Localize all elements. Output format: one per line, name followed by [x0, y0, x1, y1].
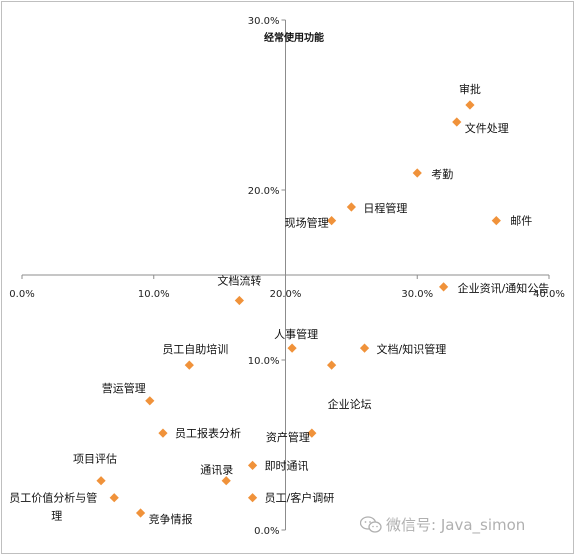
- x-tick-label: 20.0%: [270, 289, 302, 300]
- data-point: [247, 493, 258, 503]
- point-label: 员工价值分析与管理: [9, 491, 97, 523]
- point-label: 文档流转: [217, 274, 261, 288]
- y-tick-label: 30.0%: [248, 16, 280, 27]
- data-point: [327, 216, 337, 226]
- data-point: [287, 343, 297, 353]
- watermark-text: 微信号: Java_simon: [386, 516, 526, 534]
- data-point: [145, 396, 155, 406]
- y-tick-label: 0.0%: [254, 526, 279, 537]
- data-point: [359, 343, 370, 353]
- data-point: [327, 360, 337, 370]
- point-label: 员工/客户调研: [265, 491, 335, 505]
- point-label: 竞争情报: [149, 512, 193, 526]
- watermark: 微信号: Java_simon: [360, 514, 525, 535]
- point-label: 文件处理: [465, 121, 509, 135]
- data-point: [439, 282, 449, 292]
- data-point: [307, 428, 317, 438]
- data-point: [247, 460, 258, 470]
- point-label: 人事管理: [274, 327, 318, 341]
- y-tick-label: 10.0%: [248, 356, 280, 367]
- tick-labels: 0.0% 10.0% 20.0% 30.0% 40.0% 0.0% 10.0% 20.0% 30…: [9, 16, 565, 537]
- point-label: 企业资讯/通知公告: [458, 281, 550, 295]
- data-point: [158, 428, 168, 438]
- point-label: 文档/知识管理: [377, 342, 447, 356]
- data-point: [491, 216, 501, 226]
- point-label: 现场管理: [285, 216, 329, 230]
- data-point: [234, 295, 244, 306]
- point-label: 资产管理: [266, 430, 310, 444]
- chart-title: 经常使用功能: [264, 31, 324, 44]
- point-label: 员工自助培训: [162, 342, 228, 356]
- wechat-icon: [360, 515, 382, 533]
- data-points: [96, 100, 501, 518]
- axes: [21, 19, 550, 531]
- point-label: 企业论坛: [328, 397, 372, 411]
- x-tick-label: 40.0%: [533, 289, 565, 300]
- x-tick-label: 0.0%: [9, 289, 34, 300]
- point-label: 即时通讯: [265, 459, 309, 472]
- point-label: 通讯录: [200, 464, 233, 477]
- point-label: 日程管理: [363, 201, 407, 215]
- data-point: [184, 360, 194, 370]
- point-label: 考勤: [431, 168, 453, 181]
- point-label: 审批: [459, 82, 481, 96]
- point-label: 邮件: [510, 215, 532, 228]
- y-tick-label: 20.0%: [248, 186, 280, 197]
- point-label: 营运管理: [102, 381, 146, 395]
- data-point: [135, 508, 146, 518]
- data-point: [96, 476, 106, 486]
- data-point: [412, 168, 422, 178]
- data-point: [221, 476, 231, 486]
- data-point: [452, 117, 462, 127]
- data-point: [109, 493, 119, 503]
- data-point: [346, 202, 356, 212]
- x-tick-label: 10.0%: [138, 289, 170, 300]
- point-label: 项目评估: [73, 453, 117, 466]
- x-tick-label: 30.0%: [401, 289, 433, 300]
- data-point: [465, 100, 475, 110]
- point-label: 员工报表分析: [175, 426, 241, 440]
